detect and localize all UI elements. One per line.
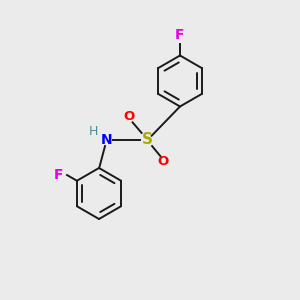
Text: F: F bbox=[175, 28, 185, 42]
Text: F: F bbox=[54, 168, 63, 182]
Text: N: N bbox=[101, 133, 112, 146]
Text: O: O bbox=[123, 110, 135, 124]
Text: H: H bbox=[89, 124, 99, 138]
Text: S: S bbox=[142, 132, 152, 147]
Text: O: O bbox=[158, 154, 169, 168]
